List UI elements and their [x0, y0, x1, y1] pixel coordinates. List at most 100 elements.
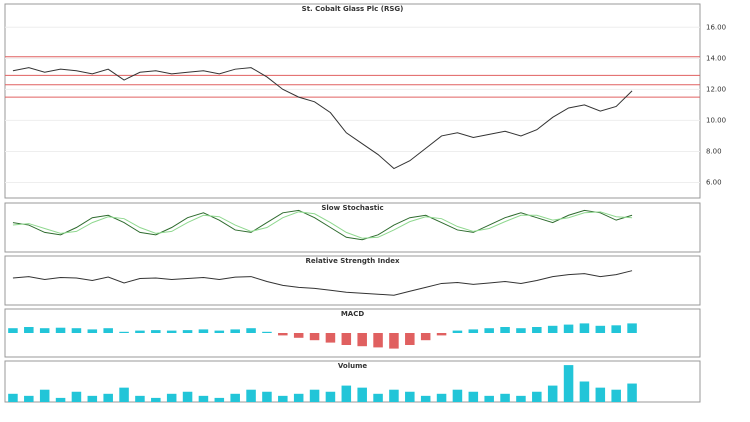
- bar: [135, 395, 145, 402]
- bar: [468, 329, 479, 333]
- bar: [103, 328, 113, 333]
- panel-frame: [4, 360, 701, 403]
- bar: [452, 330, 463, 333]
- y-tick-label: 10.00: [706, 116, 726, 124]
- bar: [547, 385, 558, 402]
- bar: [24, 395, 34, 402]
- bar: [357, 387, 367, 402]
- bar: [405, 333, 415, 345]
- bar: [389, 333, 399, 349]
- bar: [373, 393, 383, 402]
- bar: [87, 329, 98, 333]
- bar: [278, 395, 288, 402]
- bar: [246, 328, 256, 333]
- bar: [214, 330, 225, 333]
- bar: [151, 397, 161, 402]
- bar: [55, 397, 66, 402]
- bar: [420, 395, 431, 402]
- bar: [468, 391, 479, 402]
- bar: [532, 391, 542, 402]
- bar: [55, 327, 66, 333]
- bar: [293, 333, 304, 338]
- bar: [325, 391, 336, 402]
- bar: [563, 324, 574, 333]
- bar: [8, 328, 18, 333]
- panel-frame: [4, 3, 701, 199]
- bar: [579, 323, 590, 333]
- series-line: [12, 211, 633, 239]
- bar: [595, 387, 606, 402]
- bar: [373, 333, 383, 348]
- series-line: [12, 67, 633, 170]
- bar: [389, 389, 399, 402]
- bar: [420, 333, 431, 341]
- y-tick-label: 12.00: [706, 85, 726, 93]
- bar: [405, 391, 415, 402]
- bar: [230, 329, 240, 333]
- bar: [151, 330, 161, 333]
- bar: [246, 389, 256, 402]
- bar: [166, 393, 177, 402]
- bar: [103, 393, 113, 402]
- bar: [452, 389, 463, 402]
- bar: [357, 333, 367, 347]
- panel-frame: [4, 255, 701, 306]
- panel-title: St. Cobalt Glass Plc (RSG): [302, 5, 404, 13]
- bar: [262, 391, 272, 402]
- bar: [500, 327, 510, 333]
- y-tick-label: 6.00: [706, 178, 722, 186]
- bar: [516, 328, 526, 333]
- bar: [436, 333, 447, 336]
- bar: [182, 391, 193, 402]
- bar: [309, 333, 320, 341]
- bar: [500, 393, 510, 402]
- bar: [198, 395, 209, 402]
- bar: [119, 387, 129, 402]
- bar: [135, 330, 145, 333]
- bar: [71, 328, 82, 333]
- bar: [39, 389, 50, 402]
- bar: [293, 393, 304, 402]
- bar: [341, 385, 352, 402]
- bar: [611, 389, 621, 402]
- bar: [436, 393, 447, 402]
- bar: [516, 395, 526, 402]
- panel-title: MACD: [341, 310, 365, 318]
- bar: [198, 329, 209, 333]
- bar: [87, 395, 98, 402]
- bar: [214, 397, 225, 402]
- bar: [595, 325, 606, 333]
- panel-title: Volume: [338, 362, 368, 370]
- panel-frame: [4, 202, 701, 253]
- bar: [611, 325, 621, 333]
- bar: [579, 381, 590, 402]
- bar: [71, 391, 82, 402]
- bar: [547, 325, 558, 333]
- bar: [39, 328, 50, 333]
- bar: [484, 395, 494, 402]
- panel-frame: [4, 308, 701, 358]
- y-tick-label: 16.00: [706, 23, 726, 31]
- bar: [627, 323, 637, 333]
- bar: [182, 330, 193, 333]
- bar: [563, 365, 574, 402]
- bar: [341, 333, 352, 345]
- y-tick-label: 14.00: [706, 54, 726, 62]
- panel-title: Relative Strength Index: [306, 257, 400, 265]
- y-tick-label: 8.00: [706, 147, 722, 155]
- bar: [262, 331, 272, 333]
- bar: [484, 328, 494, 333]
- bar: [532, 327, 542, 333]
- bar: [325, 333, 336, 343]
- bar: [309, 389, 320, 402]
- bar: [24, 327, 34, 333]
- panel-title: Slow Stochastic: [321, 204, 383, 212]
- bar: [627, 383, 637, 402]
- bar: [8, 393, 18, 402]
- bar: [119, 331, 129, 333]
- series-line: [12, 270, 633, 296]
- bar: [278, 333, 288, 336]
- bar: [230, 393, 240, 402]
